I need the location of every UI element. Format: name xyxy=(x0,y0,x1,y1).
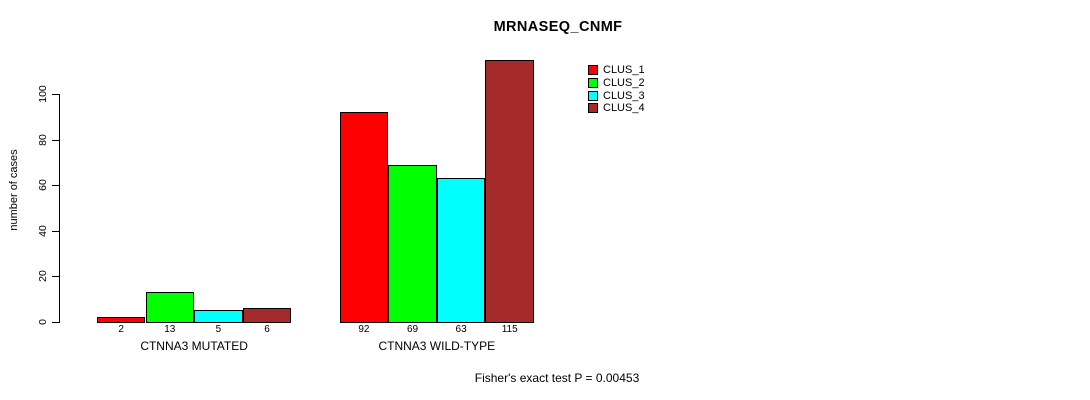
y-tick-label: 60 xyxy=(37,179,49,192)
y-tick xyxy=(52,276,59,278)
y-tick xyxy=(52,185,59,187)
bar-value-label: 63 xyxy=(455,324,467,335)
y-tick-label: 80 xyxy=(37,133,49,146)
legend-swatch-clus_2 xyxy=(588,77,598,88)
legend-swatch-clus_3 xyxy=(588,90,598,101)
group-label: CTNNA3 MUTATED xyxy=(140,339,248,353)
legend-label: CLUS_1 xyxy=(603,64,645,76)
group-label: CTNNA3 WILD-TYPE xyxy=(378,339,496,353)
bar-value-label: 69 xyxy=(406,324,419,335)
bar-clus_1-group1 xyxy=(96,317,146,323)
bar-clus_4-group1 xyxy=(242,308,292,323)
y-tick xyxy=(52,230,59,232)
legend-item-clus_3: CLUS_3 xyxy=(588,90,645,102)
bar-clus_3-group2 xyxy=(436,178,486,323)
y-tick-label: 100 xyxy=(37,85,49,103)
bar-clus_2-group1 xyxy=(145,292,195,323)
y-tick xyxy=(52,139,59,141)
bar-clus_1-group2 xyxy=(339,112,389,323)
bar-clus_2-group2 xyxy=(388,164,437,323)
y-axis-title: number of cases xyxy=(8,149,20,231)
bar-clus_3-group1 xyxy=(194,310,243,323)
bar-clus_4-group2 xyxy=(485,60,534,323)
bar-value-label: 5 xyxy=(215,324,222,335)
legend-item-clus_4: CLUS_4 xyxy=(588,102,645,114)
legend-label: CLUS_3 xyxy=(603,89,645,102)
legend-label: CLUS_2 xyxy=(603,76,645,89)
y-axis-line xyxy=(59,94,60,323)
y-tick-label: 0 xyxy=(37,318,49,325)
y-tick xyxy=(52,321,59,323)
bar-value-label: 92 xyxy=(358,324,370,335)
y-tick-label: 20 xyxy=(37,270,49,283)
bar-value-label: 2 xyxy=(118,324,124,335)
bar-value-label: 13 xyxy=(164,324,176,335)
y-tick xyxy=(52,94,59,96)
bar-value-label: 115 xyxy=(501,324,518,335)
legend-swatch-clus_4 xyxy=(588,103,598,114)
fisher-test-caption: Fisher's exact test P = 0.00453 xyxy=(474,371,640,385)
legend-item-clus_2: CLUS_2 xyxy=(588,77,645,89)
legend-swatch-clus_1 xyxy=(588,65,598,75)
legend-label: CLUS_4 xyxy=(603,102,645,115)
bar-value-label: 6 xyxy=(264,324,270,335)
y-tick-label: 40 xyxy=(37,224,49,237)
chart-title: MRNASEQ_CNMF xyxy=(493,19,623,35)
legend-item-clus_1: CLUS_1 xyxy=(588,64,645,76)
